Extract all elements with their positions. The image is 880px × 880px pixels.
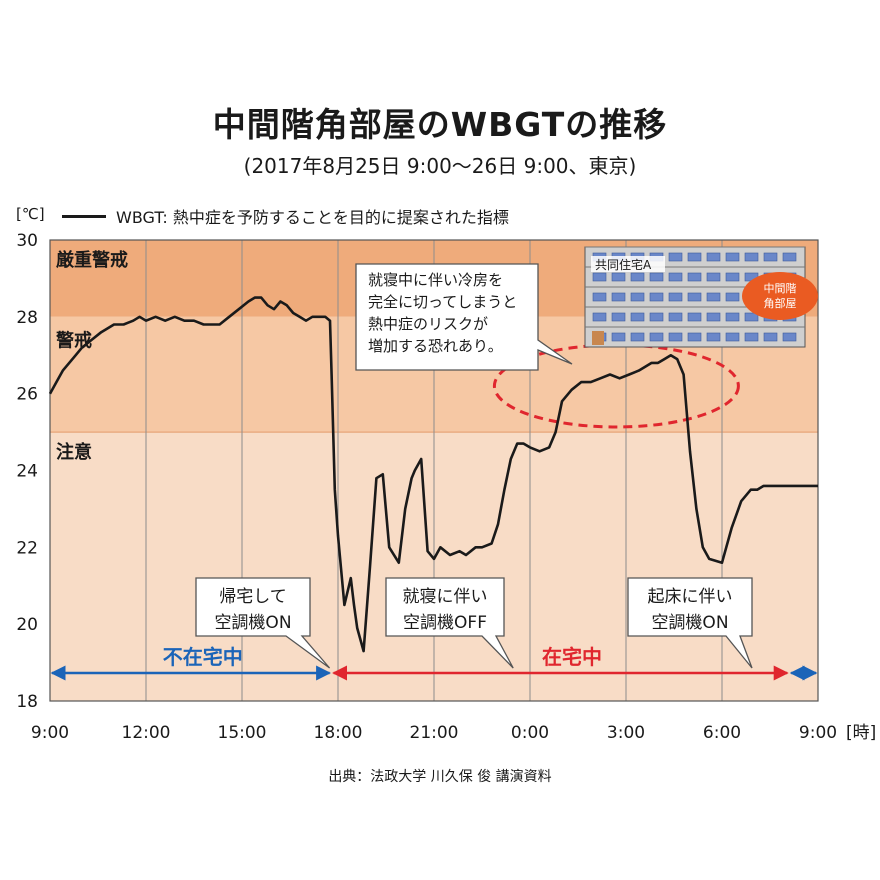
building-window <box>725 292 740 302</box>
building-window <box>592 272 607 282</box>
building-window <box>611 272 626 282</box>
y-axis-unit: [℃] <box>16 205 45 223</box>
period-arrows: 不在宅中 在宅中 <box>50 645 818 681</box>
callout-wake-on-box <box>627 577 753 669</box>
building-window <box>649 312 664 322</box>
x-tick-label: 9:00 <box>31 723 69 743</box>
building-label: 共同住宅A <box>595 257 652 272</box>
x-axis-unit: [時] <box>846 723 876 743</box>
source-note: 出典：法政大学 川久保 俊 講演資料 <box>328 769 552 785</box>
building-window <box>687 252 702 262</box>
building-window <box>630 272 645 282</box>
away-period-label: 不在宅中 <box>163 645 243 669</box>
building-window <box>668 312 683 322</box>
building-window <box>687 272 702 282</box>
building-window <box>668 332 683 342</box>
x-tick-label: 0:00 <box>511 723 549 743</box>
building-window <box>668 272 683 282</box>
x-tick-label: 6:00 <box>703 723 741 743</box>
building-window <box>763 332 778 342</box>
axes: 18 20 22 24 26 28 30 9:00 12:00 15:00 18:00 21:00 0:… <box>16 231 876 743</box>
y-tick-label: 28 <box>16 308 38 328</box>
building-door <box>592 331 604 345</box>
callout-return-home-text: 帰宅して <box>219 587 287 607</box>
callout-risk-text: 増加する恐れあり。 <box>368 337 503 355</box>
building-illustration: 共同住宅A 中間階角部屋 <box>584 246 818 348</box>
callout-risk-text: 完全に切ってしまうと <box>368 293 517 311</box>
building-window <box>592 312 607 322</box>
building-window <box>687 292 702 302</box>
building-window <box>706 332 721 342</box>
callout-risk-text: 熱中症のリスクが <box>368 315 488 333</box>
x-tick-label: 9:00 <box>799 723 837 743</box>
callout-return-home-box <box>195 577 331 669</box>
chart-subtitle: (2017年8月25日 9:00～26日 9:00、東京) <box>243 154 637 178</box>
building-window <box>744 252 759 262</box>
building-window <box>592 292 607 302</box>
y-tick-label: 18 <box>16 692 38 712</box>
building-window <box>725 312 740 322</box>
x-tick-label: 21:00 <box>410 723 459 743</box>
zone-label: 厳重警戒 <box>56 249 128 271</box>
building-window <box>668 252 683 262</box>
building-window <box>763 252 778 262</box>
callout-risk-box <box>355 263 573 371</box>
building-window <box>706 252 721 262</box>
callout-wake-on-text: 空調機ON <box>651 613 728 633</box>
building-window <box>706 292 721 302</box>
building-window <box>706 272 721 282</box>
y-tick-label: 30 <box>16 231 38 251</box>
building-window <box>744 312 759 322</box>
building-window <box>630 312 645 322</box>
legend-label: WBGT: 熱中症を予防することを目的に提案された指標 <box>116 208 509 227</box>
building-window <box>744 332 759 342</box>
building-label-bg <box>591 256 665 272</box>
building-window <box>687 332 702 342</box>
x-tick-label: 12:00 <box>122 723 171 743</box>
building-window <box>725 252 740 262</box>
home-period-label: 在宅中 <box>542 645 602 669</box>
y-tick-label: 20 <box>16 615 38 635</box>
callout-risk-text: 就寝中に伴い冷房を <box>368 271 503 289</box>
x-tick-label: 18:00 <box>314 723 363 743</box>
building-window <box>649 292 664 302</box>
callout-sleep-off-text: 空調機OFF <box>403 613 487 633</box>
callout-return-home-text: 空調機ON <box>214 613 291 633</box>
legend: WBGT: 熱中症を予防することを目的に提案された指標 <box>62 204 509 228</box>
legend-line-swatch <box>62 214 106 218</box>
building-window <box>630 332 645 342</box>
corner-room-badge-line: 中間階 <box>764 281 797 295</box>
zone-label: 警戒 <box>56 330 92 352</box>
x-tick-label: 15:00 <box>218 723 267 743</box>
series-layer <box>48 296 818 653</box>
wbgt-series-line <box>48 296 818 653</box>
callout-sleep-off-box <box>385 577 514 669</box>
building-window <box>782 252 797 262</box>
building-window <box>649 272 664 282</box>
x-tick-label: 3:00 <box>607 723 645 743</box>
y-tick-label: 26 <box>16 385 38 405</box>
callout-sleep-off-text: 就寝に伴い <box>403 586 488 607</box>
corner-room-badge-line: 角部屋 <box>764 296 797 310</box>
building-window <box>668 292 683 302</box>
y-tick-label: 24 <box>16 462 38 482</box>
building-window <box>706 312 721 322</box>
building-window <box>611 312 626 322</box>
building-window <box>725 332 740 342</box>
zone-label: 注意 <box>56 441 92 463</box>
callout-wake-on-text: 起床に伴い <box>648 587 733 607</box>
building-window <box>611 332 626 342</box>
building-window <box>782 332 797 342</box>
y-tick-label: 22 <box>16 538 38 558</box>
building-window <box>649 332 664 342</box>
building-window <box>725 272 740 282</box>
building-window <box>630 292 645 302</box>
building-window <box>687 312 702 322</box>
building-window <box>611 292 626 302</box>
chart-title: 中間階角部屋のWBGTの推移 <box>212 105 668 144</box>
corner-room-badge <box>742 272 818 320</box>
plot-frame <box>49 239 819 702</box>
